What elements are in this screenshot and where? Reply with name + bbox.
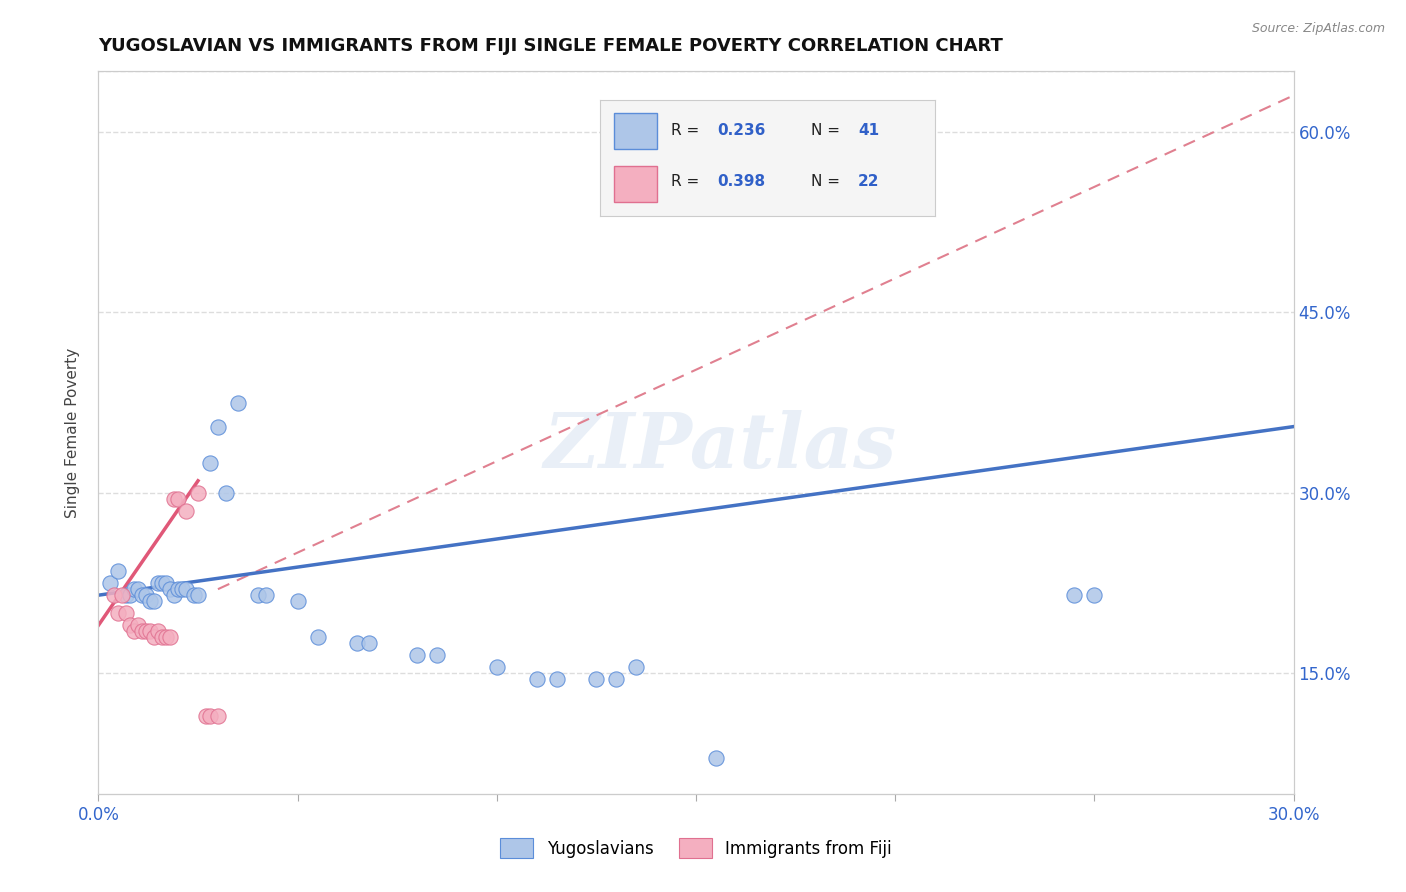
Point bbox=[120, 588, 142, 602]
Point bbox=[103, 588, 125, 602]
Point bbox=[115, 588, 138, 602]
Point bbox=[195, 708, 218, 723]
Point bbox=[485, 660, 508, 674]
Y-axis label: Single Female Poverty: Single Female Poverty bbox=[65, 348, 80, 517]
Point bbox=[163, 491, 186, 506]
Point bbox=[155, 576, 177, 591]
Point bbox=[1063, 588, 1085, 602]
Point bbox=[626, 660, 648, 674]
Point bbox=[254, 588, 277, 602]
Point bbox=[139, 594, 162, 608]
Point bbox=[172, 582, 194, 596]
Text: Source: ZipAtlas.com: Source: ZipAtlas.com bbox=[1251, 22, 1385, 36]
Point bbox=[131, 588, 153, 602]
Point bbox=[139, 624, 162, 639]
Point bbox=[187, 485, 209, 500]
Point bbox=[287, 594, 309, 608]
Point bbox=[143, 594, 166, 608]
Point bbox=[585, 673, 607, 687]
Point bbox=[246, 588, 269, 602]
Point bbox=[167, 491, 190, 506]
Point bbox=[143, 630, 166, 644]
Point bbox=[207, 419, 229, 434]
Point bbox=[346, 636, 368, 650]
Point bbox=[135, 624, 157, 639]
Point bbox=[215, 485, 238, 500]
Point bbox=[124, 624, 146, 639]
Point bbox=[406, 648, 429, 663]
Point bbox=[120, 618, 142, 632]
Point bbox=[183, 588, 205, 602]
Point bbox=[150, 576, 173, 591]
Point bbox=[111, 588, 134, 602]
Point bbox=[107, 607, 129, 621]
Text: YUGOSLAVIAN VS IMMIGRANTS FROM FIJI SINGLE FEMALE POVERTY CORRELATION CHART: YUGOSLAVIAN VS IMMIGRANTS FROM FIJI SING… bbox=[98, 37, 1004, 54]
Point bbox=[163, 588, 186, 602]
Point bbox=[546, 673, 568, 687]
Legend: Yugoslavians, Immigrants from Fiji: Yugoslavians, Immigrants from Fiji bbox=[494, 831, 898, 865]
Point bbox=[1083, 588, 1105, 602]
Point bbox=[159, 630, 181, 644]
Point bbox=[174, 504, 197, 518]
Point bbox=[704, 751, 727, 765]
Point bbox=[307, 630, 329, 644]
Point bbox=[148, 576, 170, 591]
Text: ZIPatlas: ZIPatlas bbox=[543, 410, 897, 484]
Point bbox=[198, 456, 221, 470]
Point bbox=[155, 630, 177, 644]
Point bbox=[124, 582, 146, 596]
Point bbox=[115, 607, 138, 621]
Point bbox=[226, 395, 249, 409]
Point bbox=[98, 576, 122, 591]
Point bbox=[526, 673, 548, 687]
Point bbox=[148, 624, 170, 639]
Point bbox=[127, 582, 149, 596]
Point bbox=[135, 588, 157, 602]
Point bbox=[359, 636, 381, 650]
Point bbox=[127, 618, 149, 632]
Point bbox=[167, 582, 190, 596]
Point bbox=[131, 624, 153, 639]
Point bbox=[159, 582, 181, 596]
Point bbox=[207, 708, 229, 723]
Point bbox=[107, 564, 129, 578]
Point bbox=[198, 708, 221, 723]
Point bbox=[426, 648, 449, 663]
Point bbox=[187, 588, 209, 602]
Point bbox=[605, 673, 627, 687]
Point bbox=[174, 582, 197, 596]
Point bbox=[150, 630, 173, 644]
